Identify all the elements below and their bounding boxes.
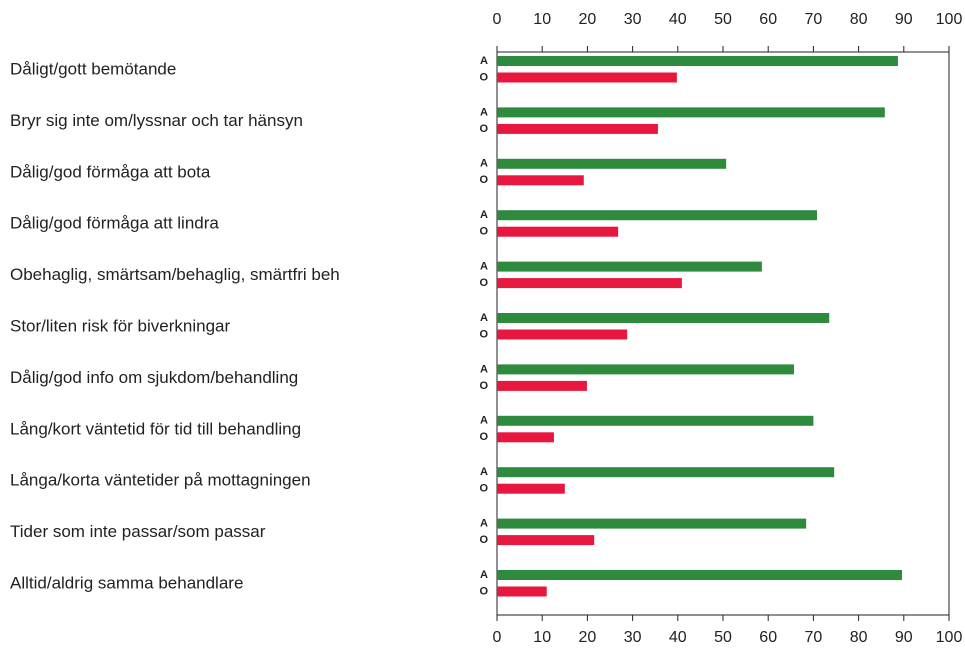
bar (497, 364, 794, 375)
series-label: O (479, 328, 488, 340)
category-label: Dålig/god info om sjukdom/behandling (10, 368, 298, 387)
x-tick-label: 50 (714, 629, 732, 646)
bar (497, 313, 830, 323)
series-label: A (480, 209, 488, 221)
series-label: O (479, 585, 488, 597)
series-label: A (480, 261, 488, 273)
category-label: Dålig/god förmåga att bota (10, 162, 211, 181)
series-label: O (479, 483, 488, 495)
x-tick-label: 60 (759, 629, 777, 646)
bar (497, 226, 619, 237)
x-tick-label: 10 (533, 629, 551, 646)
series-label: O (479, 123, 488, 135)
bar (497, 158, 727, 169)
bar (497, 72, 677, 83)
category-label: Alltid/aldrig samma behandlare (10, 573, 243, 592)
series-label: A (480, 466, 488, 478)
category-label: Tider som inte passar/som passar (10, 522, 266, 541)
series-label: O (479, 71, 488, 83)
category-label: Dåligt/gott bemötande (10, 59, 176, 78)
bar (497, 415, 814, 426)
x-tick-label: 10 (533, 11, 551, 28)
series-label: O (479, 277, 488, 289)
bar (497, 329, 628, 340)
x-tick-label: 20 (579, 11, 597, 28)
x-tick-label: 90 (895, 11, 913, 28)
bar (497, 261, 762, 272)
bar (497, 432, 554, 443)
series-label: A (480, 312, 488, 324)
category-label: Långa/korta väntetider på mottagningen (10, 471, 311, 490)
series-label: A (480, 363, 488, 375)
series-label: A (480, 55, 488, 67)
series-label: A (480, 106, 488, 118)
x-tick-label: 100 (936, 11, 963, 28)
x-tick-label: 40 (669, 11, 687, 28)
x-tick-label: 0 (493, 11, 502, 28)
x-tick-label: 20 (579, 629, 597, 646)
series-label: O (479, 226, 488, 238)
bar (497, 467, 835, 478)
x-tick-label: 70 (805, 11, 823, 28)
bar (497, 570, 902, 580)
category-label: Dålig/god förmåga att lindra (10, 214, 219, 233)
bar (497, 535, 595, 546)
bar (497, 483, 565, 494)
series-label: A (480, 158, 488, 170)
x-tick-label: 60 (759, 11, 777, 28)
series-label: A (480, 518, 488, 530)
series-label: O (479, 174, 488, 186)
x-tick-label: 30 (624, 629, 642, 646)
bar (497, 586, 547, 597)
x-tick-label: 90 (895, 629, 913, 646)
x-tick-label: 70 (805, 629, 823, 646)
x-tick-label: 30 (624, 11, 642, 28)
x-tick-label: 0 (493, 629, 502, 646)
category-label: Bryr sig inte om/lyssnar och tar hänsyn (10, 111, 303, 130)
x-tick-label: 40 (669, 629, 687, 646)
bar (497, 278, 682, 289)
category-label: Stor/liten risk för biverkningar (10, 316, 230, 335)
bar (497, 380, 587, 391)
bar (497, 107, 885, 118)
series-label: O (479, 431, 488, 443)
x-tick-label: 100 (936, 629, 963, 646)
category-label: Lång/kort väntetid för tid till behandli… (10, 419, 301, 438)
series-label: A (480, 569, 488, 581)
bar (497, 123, 658, 134)
bar (497, 175, 584, 186)
bar (497, 210, 818, 221)
category-label: Obehaglig, smärtsam/behaglig, smärtfri b… (10, 265, 340, 284)
x-tick-label: 80 (850, 11, 868, 28)
bar (497, 518, 807, 529)
series-label: O (479, 534, 488, 546)
x-tick-label: 80 (850, 629, 868, 646)
x-tick-label: 50 (714, 11, 732, 28)
series-label: A (480, 415, 488, 427)
bar (497, 56, 898, 66)
series-label: O (479, 380, 488, 392)
